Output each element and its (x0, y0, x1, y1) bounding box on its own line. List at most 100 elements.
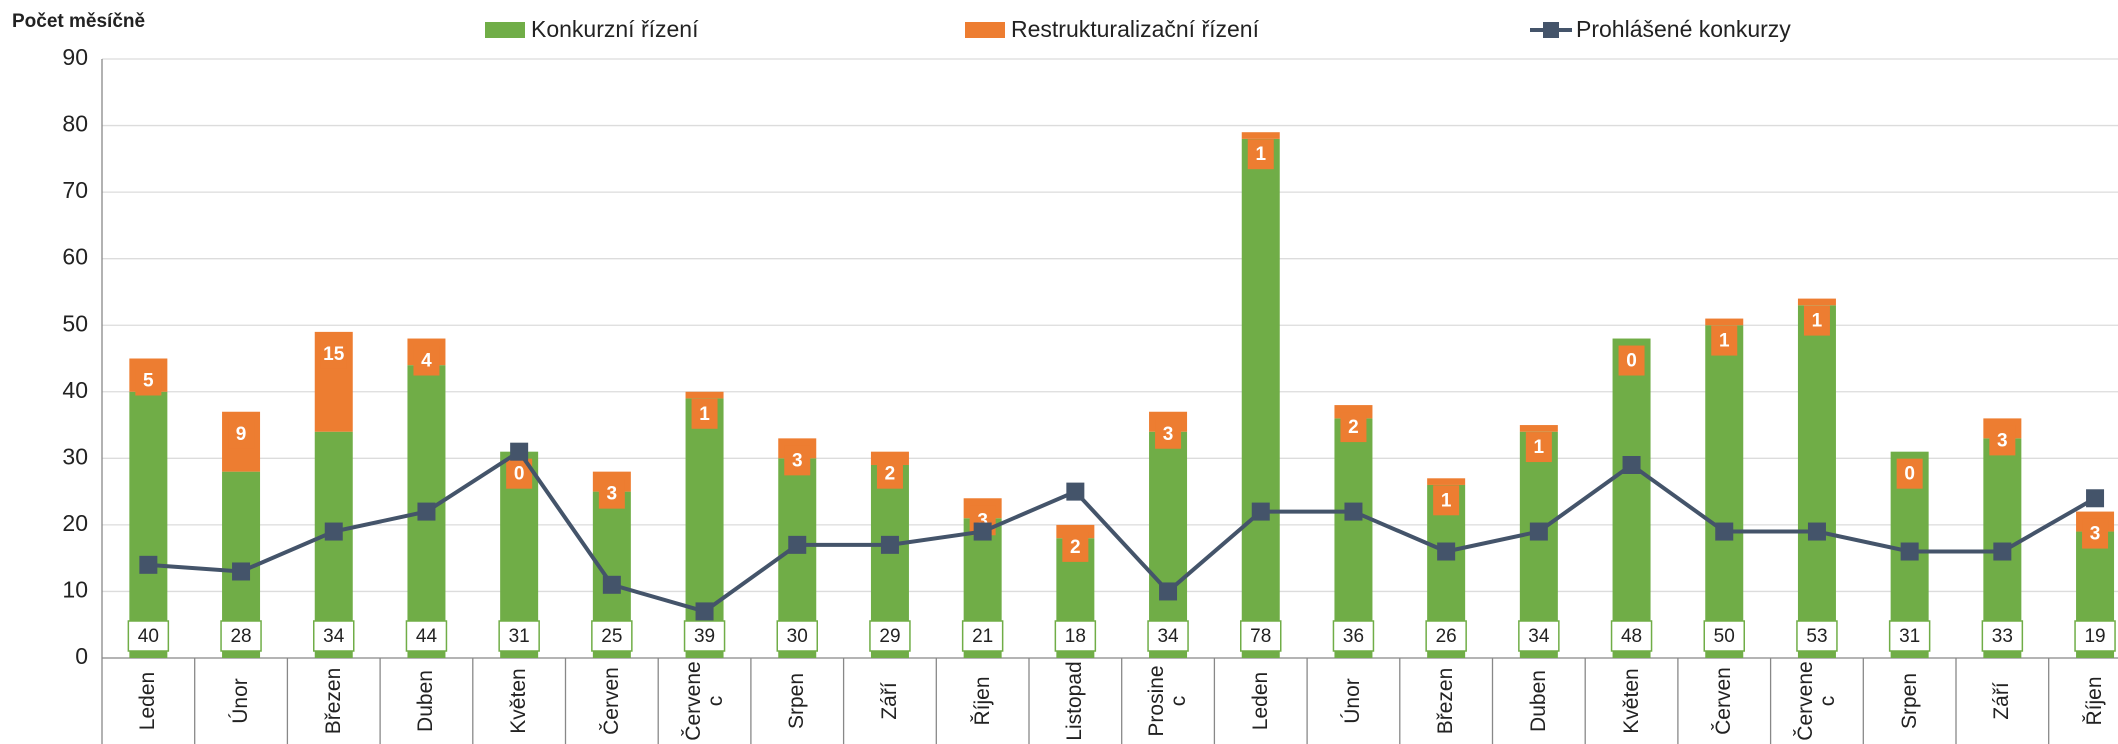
data-label: 21 (972, 626, 993, 647)
data-label-box (776, 620, 818, 652)
data-label: 1 (1441, 490, 1452, 511)
data-label-box (876, 458, 903, 489)
x-tick-label: Duben (414, 670, 438, 732)
legend-label: Konkurzní řízení (531, 16, 699, 42)
data-label-box (1525, 432, 1552, 463)
x-tick-label: Leden (1248, 671, 1272, 731)
x-tick-label: Únor (1341, 678, 1365, 724)
x-tick-label: Květen (1619, 668, 1643, 734)
data-label: 3 (792, 450, 803, 471)
data-label-box (1610, 620, 1653, 652)
data-label-box (1240, 620, 1282, 652)
data-label: 1 (699, 404, 710, 425)
y-tick-label: 70 (62, 177, 88, 203)
data-label-box (1989, 425, 2016, 456)
bar (1705, 325, 1744, 658)
data-label: 31 (509, 626, 530, 647)
data-label: 50 (1714, 626, 1735, 647)
data-label: 2 (1070, 537, 1081, 558)
legend-swatch (965, 22, 1005, 38)
data-label-box (1062, 531, 1089, 562)
x-tick-label: Červen (1712, 667, 1736, 735)
bar (1334, 418, 1373, 658)
y-tick-label: 80 (62, 111, 88, 137)
bar (1427, 478, 1466, 485)
line-marker (1807, 522, 1826, 541)
data-label: 0 (1904, 464, 1915, 485)
data-label: 18 (1065, 626, 1086, 647)
data-label: 26 (1436, 626, 1457, 647)
x-tick-label: Únor (229, 678, 253, 724)
x-tick-label: Září (1990, 682, 2014, 720)
data-label-box (1340, 412, 1367, 443)
data-label-box (1332, 620, 1375, 652)
line-marker (1529, 522, 1548, 541)
x-tick-label: Srpen (785, 672, 809, 730)
x-tick-label: Srpen (1897, 672, 1921, 730)
legend-swatch (485, 22, 525, 38)
x-tick-label: Duben (1526, 670, 1550, 732)
line-marker (324, 522, 343, 541)
data-label-box (691, 398, 718, 429)
data-label-box (591, 620, 633, 652)
data-label: 0 (514, 464, 525, 485)
legend-label: Prohlášené konkurzy (1576, 16, 1791, 42)
data-label-box (961, 620, 1004, 652)
line-marker (1993, 542, 2012, 561)
data-label-box (1155, 418, 1182, 449)
data-label: 40 (138, 626, 159, 647)
line-marker (602, 575, 621, 594)
line (148, 448, 2097, 614)
data-label: 9 (236, 424, 247, 445)
data-label-box (313, 620, 355, 652)
data-label: 1 (1719, 331, 1730, 352)
data-label-box (1703, 620, 1745, 652)
data-label-box (498, 620, 540, 652)
data-label: 78 (1250, 626, 1271, 647)
data-label: 2 (1348, 417, 1359, 438)
data-label: 15 (323, 344, 345, 365)
data-label-box (1896, 458, 1923, 489)
line-marker (973, 522, 992, 541)
data-label-box (784, 445, 811, 476)
x-tick-label: Červen (599, 667, 623, 735)
line-marker (1900, 542, 1919, 561)
data-label-box (1518, 620, 1560, 652)
data-label: 31 (1899, 626, 1920, 647)
bar (1241, 132, 1280, 139)
data-label: 30 (787, 626, 808, 647)
line-marker (510, 442, 529, 461)
line-marker (1251, 502, 1270, 521)
data-label: 0 (1626, 351, 1637, 372)
y-tick-label: 10 (62, 577, 88, 603)
line-marker (232, 562, 251, 581)
data-label-box (127, 620, 170, 652)
data-label-box (1433, 485, 1460, 516)
line-marker (1066, 482, 1085, 501)
y-tick-label: 30 (62, 443, 88, 469)
line-marker (695, 602, 714, 621)
data-label-box (2074, 620, 2116, 652)
y-tick-label: 60 (62, 244, 88, 270)
x-tick-label: Květen (507, 668, 531, 734)
data-label-box (1888, 620, 1931, 652)
y-tick-label: 40 (62, 377, 88, 403)
line-marker (788, 535, 807, 554)
bar (1705, 318, 1744, 326)
data-label: 3 (607, 484, 618, 505)
data-label: 28 (230, 626, 251, 647)
data-label: 25 (601, 626, 622, 647)
data-label-box (405, 620, 448, 652)
y-tick-label: 90 (62, 44, 88, 70)
data-label: 3 (1163, 424, 1174, 445)
data-label: 1 (1255, 144, 1266, 165)
bar (1519, 425, 1558, 432)
data-label: 19 (2084, 626, 2105, 647)
y-tick-label: 50 (62, 310, 88, 336)
data-label-box (683, 620, 726, 652)
data-label: 34 (1528, 626, 1550, 647)
data-label-box (598, 478, 625, 509)
x-tick-label: Říjen (970, 676, 994, 726)
x-tick-label: Červenec (1793, 661, 1839, 741)
